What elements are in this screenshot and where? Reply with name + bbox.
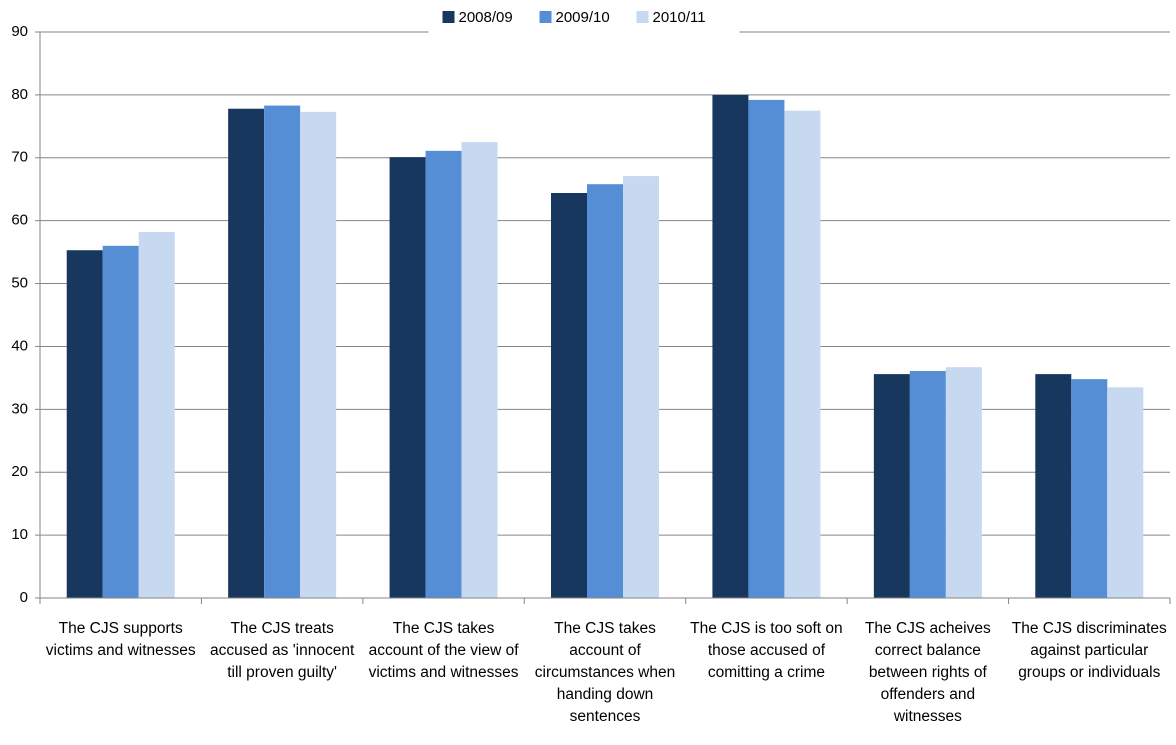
bar <box>748 99 785 599</box>
x-tick-label: The CJS supports victims and witnesses <box>45 620 196 659</box>
x-tick-label: The CJS is too soft on those accused of … <box>690 620 843 681</box>
y-tick-label: 60 <box>11 212 28 229</box>
bar <box>300 111 337 598</box>
x-tick-label: The CJS discriminates against particular… <box>1011 620 1167 681</box>
bar <box>1071 379 1108 598</box>
y-tick-label: 0 <box>20 589 28 606</box>
y-tick-label: 20 <box>11 463 28 480</box>
bar <box>587 184 623 599</box>
bar <box>623 176 659 598</box>
bar <box>873 374 910 598</box>
bar <box>102 245 139 599</box>
legend-label: 2009/10 <box>556 9 610 26</box>
y-tick-label: 30 <box>11 400 28 417</box>
bar <box>228 108 265 599</box>
x-tick-label: The CJS acheives correct balance between… <box>864 620 991 725</box>
x-tick-label: The CJS takes account of the view of vic… <box>368 620 519 681</box>
bar <box>551 192 587 599</box>
bar <box>712 94 749 598</box>
y-tick-label: 50 <box>11 275 28 292</box>
bar <box>909 370 946 598</box>
y-tick-label: 90 <box>11 23 28 40</box>
legend-swatch <box>539 11 552 23</box>
legend-label: 2010/11 <box>653 9 706 26</box>
bar <box>1035 374 1072 598</box>
y-tick-label: 40 <box>11 337 28 354</box>
y-tick-label: 10 <box>11 526 28 543</box>
bar <box>784 110 821 598</box>
bar <box>264 105 301 598</box>
bar <box>425 150 462 599</box>
x-tick-label: The CJS treats accused as 'innocent till… <box>210 620 355 681</box>
bar <box>945 367 982 598</box>
bar <box>66 250 103 599</box>
legend-swatch <box>636 11 649 23</box>
bar <box>1107 387 1144 598</box>
legend-swatch <box>442 11 455 23</box>
x-tick-label: The CJS takes account of circumstances w… <box>534 620 676 725</box>
bar <box>461 142 498 599</box>
legend-label: 2008/09 <box>459 9 513 26</box>
bar <box>138 231 175 598</box>
bar <box>389 157 426 598</box>
legend-box <box>428 4 740 34</box>
y-tick-label: 70 <box>11 149 28 166</box>
y-tick-label: 80 <box>11 86 28 103</box>
